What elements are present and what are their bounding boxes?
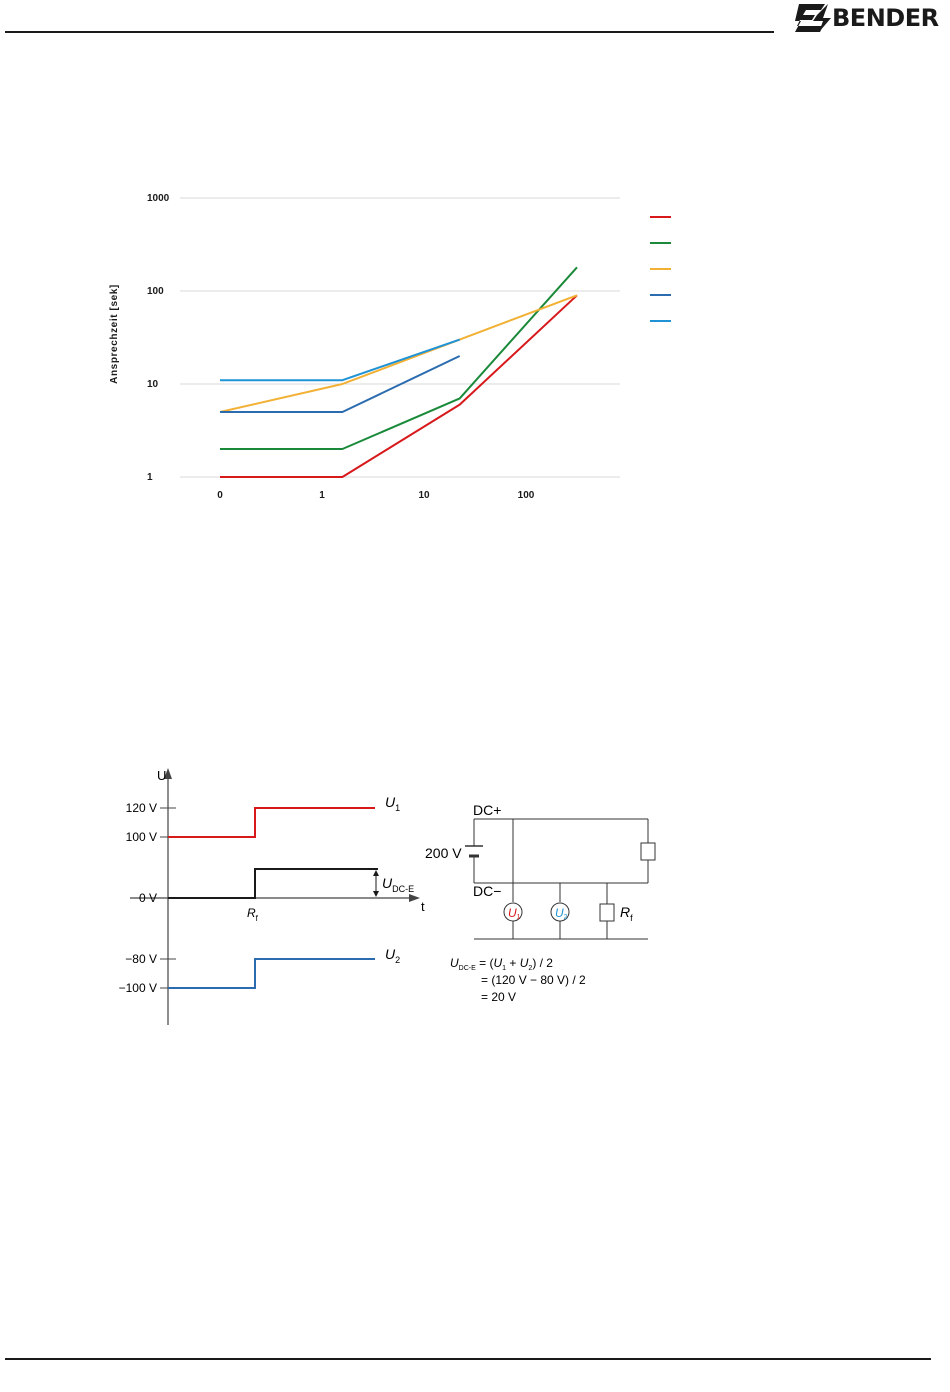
y-axis-label: Ansprechzeit [sek]	[109, 284, 120, 384]
meter-u2-label: U2	[555, 906, 568, 921]
x-tick-label-1: 1	[319, 490, 325, 501]
udce-arrow-up	[373, 870, 379, 876]
series-line-2	[220, 266, 578, 450]
formula-line-1: UDC-E = (U1 + U2) / 2	[450, 956, 553, 972]
tick-label-100v: 100 V	[126, 830, 157, 844]
chart-y-tick-labels: 1 10 100 1000	[147, 193, 170, 483]
bender-logo: BENDER	[795, 1, 939, 35]
tick-label-120v: 120 V	[126, 801, 157, 815]
y-tick-label-10: 10	[147, 379, 159, 390]
response-time-chart: 1 10 100 1000 0 1 10 100 Ansprechzeit [sek]	[109, 193, 671, 501]
dc-minus-label: DC−	[473, 883, 501, 899]
chart-legend	[650, 216, 671, 322]
dc-plus-label: DC+	[473, 802, 501, 818]
meter-u1-label: U1	[508, 906, 521, 921]
t-axis-label: t	[421, 899, 425, 914]
x-tick-label-100: 100	[518, 490, 535, 501]
u2-label: U2	[385, 946, 400, 965]
brand-name: BENDER	[832, 4, 939, 32]
x-tick-label-10: 10	[418, 490, 430, 501]
header-rule	[5, 31, 774, 33]
chart-series-group	[219, 266, 578, 478]
rf-resistor-label: Rf	[620, 904, 633, 923]
tick-label-minus100v: −100 V	[119, 981, 157, 995]
u1-curve	[168, 807, 375, 838]
series-line-1	[220, 294, 578, 478]
y-tick-label-1: 1	[147, 472, 153, 483]
rf-resistor	[599, 903, 615, 922]
load-resistor	[640, 842, 656, 861]
u-axis-label: U	[157, 768, 166, 783]
y-tick-label-100: 100	[147, 286, 164, 297]
series-line-5	[220, 338, 461, 382]
formula-line-2: = (120 V − 80 V) / 2	[481, 973, 586, 987]
udce-label: UDC-E	[382, 875, 414, 894]
series-line-3	[219, 294, 578, 413]
y-tick-label-1000: 1000	[147, 193, 170, 204]
series-line-4	[220, 355, 461, 413]
circuit-diagram: DC+ DC− 200 V U1 U2 Rf UDC-E = (U1 + U2)…	[425, 802, 656, 1004]
formula-line-3: = 20 V	[481, 990, 516, 1004]
u2-curve	[168, 958, 375, 989]
footer-rule	[5, 1358, 931, 1360]
udce-arrow-down	[373, 891, 379, 897]
tick-label-minus80v: −80 V	[125, 952, 157, 966]
t-axis-arrow	[409, 894, 420, 902]
rf-marker-label: Rf	[247, 906, 259, 923]
tick-label-0v: 0 V	[139, 891, 157, 905]
voltage-time-diagram: U t 120 V 100 V 0 V −80 V −100 V U1 UDC-…	[119, 768, 425, 1025]
udce-curve	[168, 868, 378, 899]
source-voltage-label: 200 V	[425, 845, 462, 861]
u-axis-arrow	[164, 768, 172, 779]
bender-logo-icon	[795, 4, 831, 32]
x-tick-label-0: 0	[217, 490, 223, 501]
chart-x-tick-labels: 0 1 10 100	[217, 490, 535, 501]
u1-label: U1	[385, 794, 400, 813]
